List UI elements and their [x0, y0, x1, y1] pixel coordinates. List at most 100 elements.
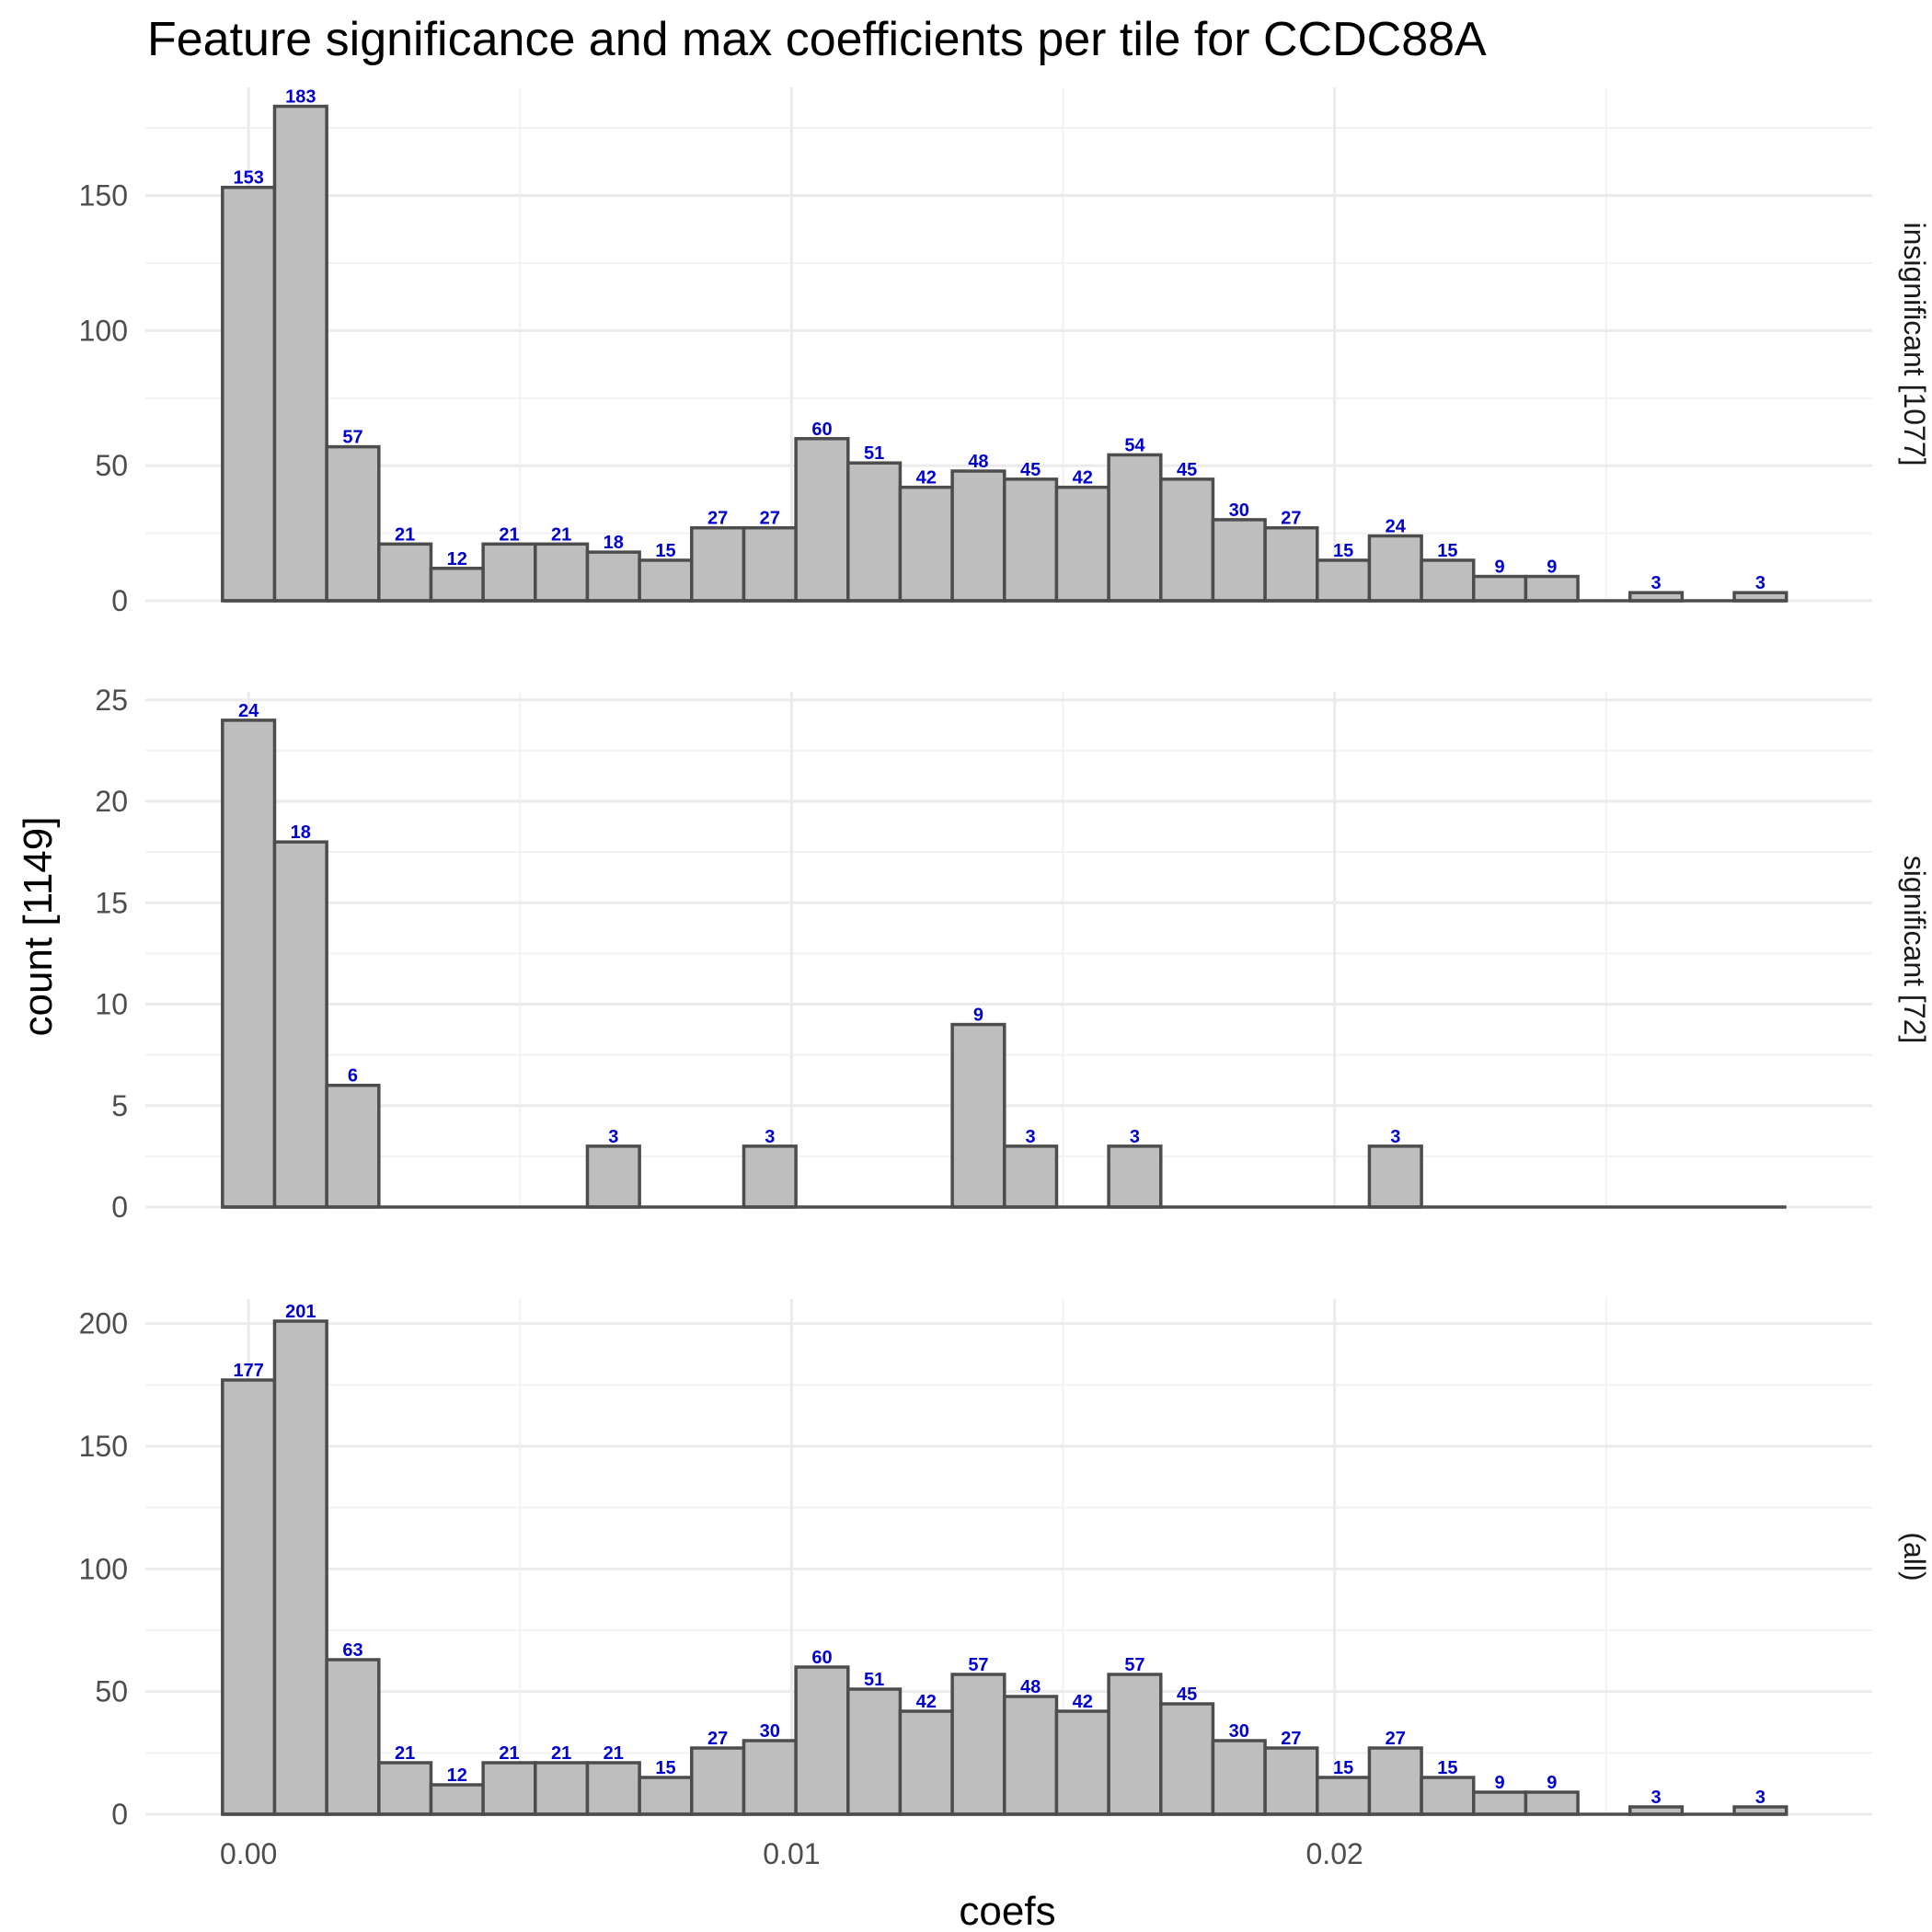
y-tick-label: 25 [95, 684, 128, 717]
histogram-bar [1263, 1746, 1319, 1816]
histogram-bar [1003, 1144, 1059, 1209]
y-tick-label: 100 [79, 314, 128, 347]
histogram-bar [1107, 1673, 1163, 1816]
bar-value-label: 15 [655, 541, 675, 561]
histogram-bar [690, 1746, 746, 1816]
histogram-bar [1316, 558, 1372, 603]
histogram-bar [1367, 1144, 1423, 1209]
x-tick-label: 0.00 [220, 1837, 277, 1870]
histogram-bar [846, 461, 903, 603]
bar-value-label: 153 [233, 168, 263, 189]
facet-panel: 0 5 10 15 20 25 24 18 6 3 3 9 3 3 3 significant [72] [95, 684, 1931, 1224]
facet-strip-label: insignificant [1077] [1898, 222, 1931, 466]
bar-value-label: 45 [1020, 460, 1041, 480]
bar-value-label: 51 [864, 443, 884, 464]
histogram-bar [1159, 477, 1215, 603]
histogram-bar [794, 1665, 850, 1816]
y-tick-label: 0 [111, 1190, 128, 1224]
histogram-bar [742, 525, 798, 603]
bar-value-label: 42 [1073, 1692, 1093, 1712]
histogram-bar [742, 1739, 798, 1816]
bar-value-label: 27 [707, 509, 728, 529]
bar-value-label: 48 [1020, 1677, 1041, 1697]
bar-value-label: 57 [968, 1655, 988, 1675]
bar-value-label: 12 [447, 1765, 467, 1786]
bar-value-label: 51 [864, 1670, 884, 1690]
bar-value-label: 15 [1333, 541, 1353, 561]
bar-value-label: 9 [1495, 1773, 1505, 1793]
chart-title: Feature significance and max coefficient… [147, 13, 1487, 66]
histogram-bar [377, 1761, 433, 1816]
bar-value-label: 27 [1281, 1729, 1301, 1749]
histogram-bar [1472, 1790, 1528, 1816]
histogram-bar [272, 104, 328, 603]
bar-value-label: 21 [604, 1743, 624, 1764]
histogram-bar [1420, 1776, 1476, 1816]
bar-value-label: 3 [1755, 1788, 1765, 1808]
histogram-bar [1159, 1702, 1215, 1816]
histogram-bar [481, 1761, 537, 1816]
bar-value-label: 3 [1130, 1127, 1140, 1147]
histogram-bar [1316, 1776, 1372, 1816]
bar-value-label: 183 [285, 87, 316, 108]
bar-value-label: 6 [348, 1066, 358, 1087]
bar-value-label: 21 [551, 524, 571, 545]
histogram-bar [1054, 485, 1110, 603]
histogram-bar [1263, 525, 1319, 603]
bar-value-label: 3 [608, 1127, 618, 1147]
bar-value-label: 57 [342, 428, 362, 448]
bar-value-label: 177 [233, 1361, 263, 1381]
bar-value-label: 21 [395, 524, 415, 545]
bar-value-label: 42 [916, 468, 937, 489]
bar-value-label: 18 [291, 822, 311, 843]
histogram-bar [1211, 518, 1267, 603]
x-tick-label: 0.02 [1306, 1837, 1363, 1870]
bar-value-label: 3 [1651, 1788, 1662, 1808]
histogram-bar [950, 1022, 1006, 1209]
y-tick-label: 0 [111, 584, 128, 617]
facet-strip-label: significant [72] [1898, 856, 1931, 1044]
histogram-bar [585, 1144, 641, 1209]
y-axis-title: count [1149] [16, 817, 61, 1037]
bar-value-label: 3 [1755, 573, 1765, 593]
histogram-bar [221, 185, 277, 603]
histogram-bar [742, 1144, 798, 1209]
histogram-bar [585, 550, 641, 603]
bar-value-label: 9 [1495, 558, 1505, 578]
y-tick-label: 150 [79, 1430, 128, 1463]
bar-value-label: 21 [551, 1743, 571, 1764]
y-tick-label: 20 [95, 785, 128, 818]
histogram-bar [1367, 534, 1423, 603]
y-tick-label: 0 [111, 1798, 128, 1831]
y-tick-label: 150 [79, 178, 128, 212]
histogram-bar [585, 1761, 641, 1816]
bar-value-label: 60 [811, 1648, 832, 1668]
histogram-bar [1524, 574, 1580, 603]
histogram-bar [846, 1687, 903, 1816]
facet-strip-label: (all) [1898, 1532, 1931, 1581]
histogram-bar [377, 542, 433, 603]
bar-value-label: 21 [395, 1743, 415, 1764]
histogram-bar [898, 485, 954, 603]
histogram-bar [1107, 1144, 1163, 1209]
bar-value-label: 3 [1026, 1127, 1036, 1147]
bar-value-label: 24 [1386, 517, 1407, 537]
bar-value-label: 9 [973, 1006, 983, 1026]
histogram-bar [1003, 1695, 1059, 1816]
bar-value-label: 15 [1437, 1758, 1457, 1778]
histogram-bar [221, 719, 277, 1209]
bar-value-label: 18 [604, 533, 624, 553]
bar-value-label: 3 [1651, 573, 1662, 593]
histogram-bar [638, 558, 694, 603]
bar-value-label: 30 [1229, 1721, 1249, 1742]
bar-value-label: 30 [1229, 500, 1249, 521]
bar-value-label: 12 [447, 549, 467, 569]
bar-value-label: 27 [1386, 1729, 1406, 1749]
bar-value-label: 201 [285, 1302, 316, 1322]
bar-value-label: 15 [1437, 541, 1457, 561]
histogram-bar [272, 1319, 328, 1816]
bar-value-label: 27 [707, 1729, 728, 1749]
